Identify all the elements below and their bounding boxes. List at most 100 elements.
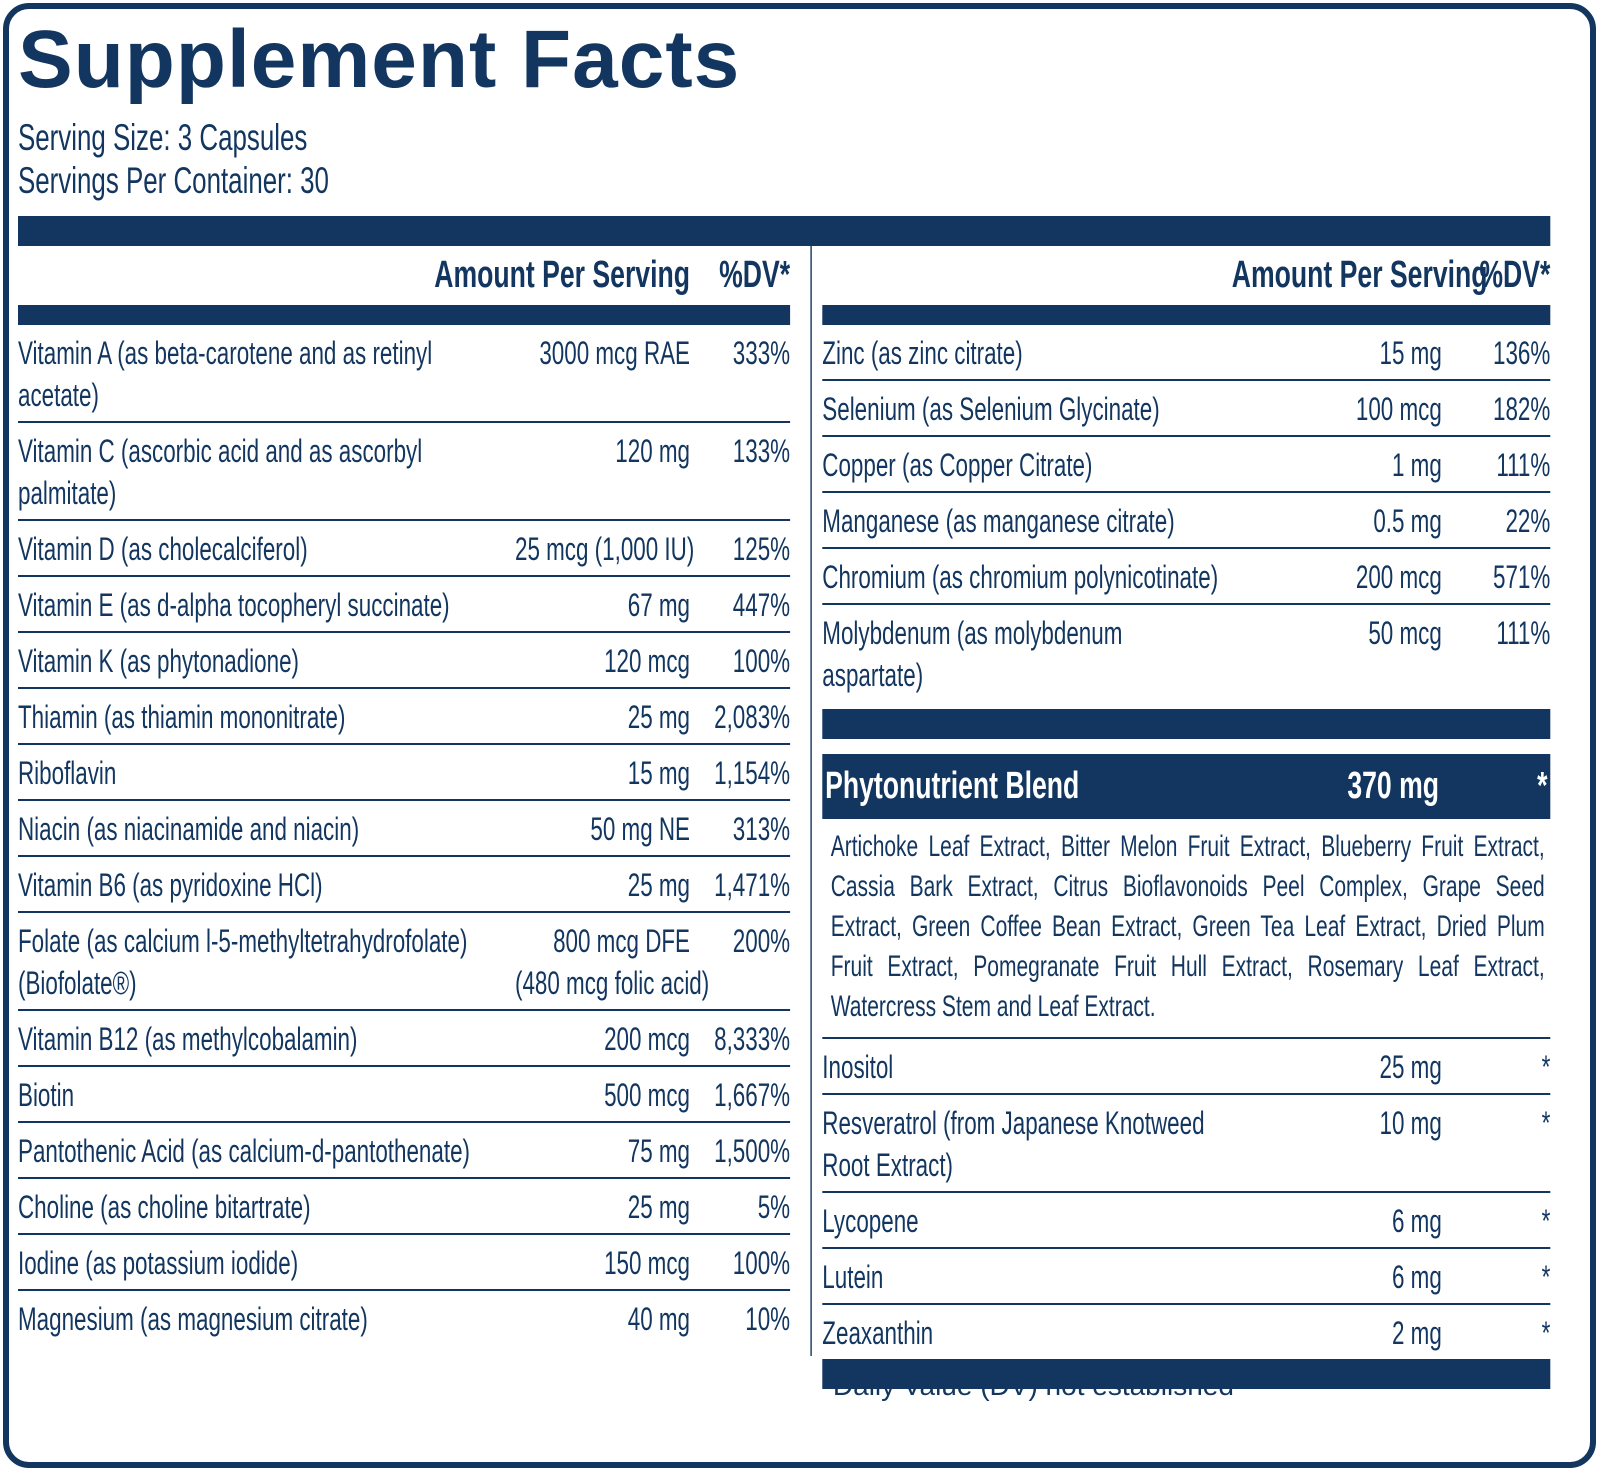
nutrient-row: Niacin (as niacinamide and niacin) 50 mg … (18, 801, 791, 857)
nutrient-amount: 6 mg (1392, 1259, 1442, 1295)
header-dv: %DV* (1479, 254, 1551, 296)
bottom-bar (822, 1359, 1551, 1389)
nutrient-name: Manganese (as manganese citrate) (822, 503, 1175, 539)
nutrient-dv: 1,154% (714, 755, 791, 791)
nutrient-amount: 500 mcg (604, 1077, 690, 1113)
nutrient-amount: 15 mg (627, 755, 690, 791)
blend-amount: 370 mg (1347, 765, 1439, 807)
top-bar (18, 216, 1551, 246)
nutrient-row: Vitamin D (as cholecalciferol) 25 mcg (1,… (18, 521, 791, 577)
nutrient-dv: 133% (732, 433, 791, 469)
nutrient-row: Thiamin (as thiamin mononitrate) 25 mg 2,0… (18, 689, 791, 745)
nutrient-name: Vitamin B12 (as methylcobalamin) (18, 1021, 358, 1057)
nutrient-dv: 200% (732, 923, 791, 959)
nutrient-dv: 100% (732, 1245, 791, 1281)
nutrient-dv: * (1541, 1105, 1551, 1141)
nutrient-amount: 1 mg (1392, 447, 1442, 483)
nutrient-name: Choline (as choline bitartrate) (18, 1189, 311, 1225)
nutrient-amount: 6 mg (1392, 1203, 1442, 1239)
section-bar (822, 709, 1551, 739)
nutrient-row: Vitamin C (ascorbic acid and as ascorbyl… (18, 423, 791, 521)
left-column: Amount Per Serving %DV* Vitamin A (as be… (18, 246, 791, 1345)
nutrient-name: Zinc (as zinc citrate) (822, 335, 1023, 371)
nutrient-row: Zeaxanthin 2 mg * (822, 1305, 1550, 1359)
nutrient-dv: * (1541, 1049, 1551, 1085)
nutrient-name: Vitamin C (ascorbic acid and as ascorbyl… (18, 433, 423, 511)
nutrient-row: Vitamin E (as d-alpha tocopheryl succina… (18, 577, 791, 633)
nutrient-dv: 8,333% (714, 1021, 791, 1057)
nutrient-amount: 50 mcg (1368, 615, 1442, 651)
nutrient-amount: 67 mg (627, 587, 690, 623)
blend-rows: Inositol 25 mg * Resveratrol (from Japanese… (822, 1039, 1551, 1359)
nutrient-name: Copper (as Copper Citrate) (822, 447, 1093, 483)
nutrient-dv: 100% (732, 643, 791, 679)
nutrient-row: Pantothenic Acid (as calcium-d-pantothen… (18, 1123, 791, 1179)
nutrient-row: Vitamin B12 (as methylcobalamin) 200 mcg 8… (18, 1011, 791, 1067)
nutrient-row: Vitamin B6 (as pyridoxine HCl) 25 mg 1,471… (18, 857, 791, 913)
nutrient-row: Lycopene 6 mg * (822, 1193, 1551, 1249)
column-header: Amount Per Serving %DV* (822, 246, 1551, 305)
nutrient-row: Molybdenum (as molybdenum aspartate) 50 m… (822, 605, 1550, 701)
nutrient-row: Chromium (as chromium polynicotinate) 200… (822, 549, 1551, 605)
nutrient-dv: 333% (732, 335, 791, 371)
nutrient-name: Vitamin A (as beta-carotene and as retin… (18, 335, 433, 413)
servings-per-container: Servings Per Container: 30 (18, 160, 329, 201)
nutrient-name: Niacin (as niacinamide and niacin) (18, 811, 360, 847)
column-header: Amount Per Serving %DV* (18, 246, 790, 305)
facts-table: Amount Per Serving %DV* Vitamin A (as be… (18, 216, 1551, 1389)
nutrient-amount: 25 mcg (1,000 IU) (515, 531, 695, 567)
nutrient-name: Riboflavin (18, 755, 117, 791)
nutrient-dv: 22% (1505, 503, 1551, 539)
serving-info: Serving Size: 3 Capsules Servings Per Co… (18, 116, 329, 202)
nutrient-dv: 182% (1493, 391, 1551, 427)
nutrient-amount: 25 mg (627, 867, 690, 903)
thick-bar (18, 305, 791, 325)
nutrient-dv: * (1541, 1315, 1551, 1351)
nutrient-dv: 1,500% (714, 1133, 791, 1169)
serving-size: Serving Size: 3 Capsules (18, 117, 308, 158)
nutrient-name: Lutein (822, 1259, 884, 1295)
nutrient-name: Zeaxanthin (822, 1315, 934, 1351)
nutrient-name: Pantothenic Acid (as calcium-d-pantothen… (18, 1133, 470, 1169)
nutrient-amount: 25 mg (627, 1189, 690, 1225)
nutrient-name: Magnesium (as magnesium citrate) (18, 1301, 368, 1337)
nutrient-dv: 10% (745, 1301, 791, 1337)
nutrient-name: Thiamin (as thiamin mononitrate) (18, 699, 346, 735)
nutrient-row: Resveratrol (from Japanese Knotweed Root… (822, 1095, 1551, 1193)
header-dv: %DV* (719, 254, 791, 296)
nutrient-row: Zinc (as zinc citrate) 15 mg 136% (822, 325, 1551, 381)
nutrient-rows: Vitamin A (as beta-carotene and as retin… (18, 325, 791, 1345)
label-border (3, 3, 1596, 1468)
nutrient-name: Iodine (as potassium iodide) (18, 1245, 299, 1281)
nutrient-row: Vitamin A (as beta-carotene and as retin… (18, 325, 791, 423)
header-amount: Amount Per Serving (434, 254, 690, 296)
nutrient-amount: 50 mg NE (590, 811, 690, 847)
header-amount: Amount Per Serving (1231, 254, 1488, 296)
thick-bar (822, 305, 1551, 325)
nutrient-row: Inositol 25 mg * (822, 1039, 1551, 1095)
nutrient-dv: 2,083% (714, 699, 791, 735)
nutrient-amount: 800 mcg DFE (480 mcg folic acid) (515, 920, 710, 1004)
nutrient-amount: 120 mcg (604, 643, 690, 679)
nutrient-amount: 25 mg (1379, 1049, 1442, 1085)
column-divider (810, 246, 812, 1356)
nutrient-dv: 125% (732, 531, 791, 567)
nutrient-row: Choline (as choline bitartrate) 25 mg 5% (18, 1179, 791, 1235)
nutrient-name: Chromium (as chromium polynicotinate) (822, 559, 1219, 595)
nutrient-name: Resveratrol (from Japanese Knotweed Root… (822, 1105, 1205, 1183)
nutrient-amount: 40 mg (627, 1301, 690, 1337)
nutrient-row: Manganese (as manganese citrate) 0.5 mg 22… (822, 493, 1551, 549)
nutrient-row: Folate (as calcium l-5-methyltetrahydrof… (18, 913, 791, 1011)
blend-header: Phytonutrient Blend 370 mg * (822, 754, 1551, 819)
nutrient-dv: 111% (1496, 615, 1551, 651)
amount-line: 800 mcg DFE (553, 923, 690, 959)
nutrient-row: Magnesium (as magnesium citrate) 40 mg 10% (18, 1291, 790, 1345)
nutrient-dv: 313% (732, 811, 791, 847)
blend-dv: * (1537, 765, 1548, 807)
nutrient-name: Biotin (18, 1077, 75, 1113)
nutrient-amount: 200 mcg (604, 1021, 690, 1057)
nutrient-row: Iodine (as potassium iodide) 150 mcg 100% (18, 1235, 791, 1291)
nutrient-amount: 3000 mcg RAE (539, 335, 690, 371)
amount-line: (480 mcg folic acid) (515, 965, 710, 1001)
